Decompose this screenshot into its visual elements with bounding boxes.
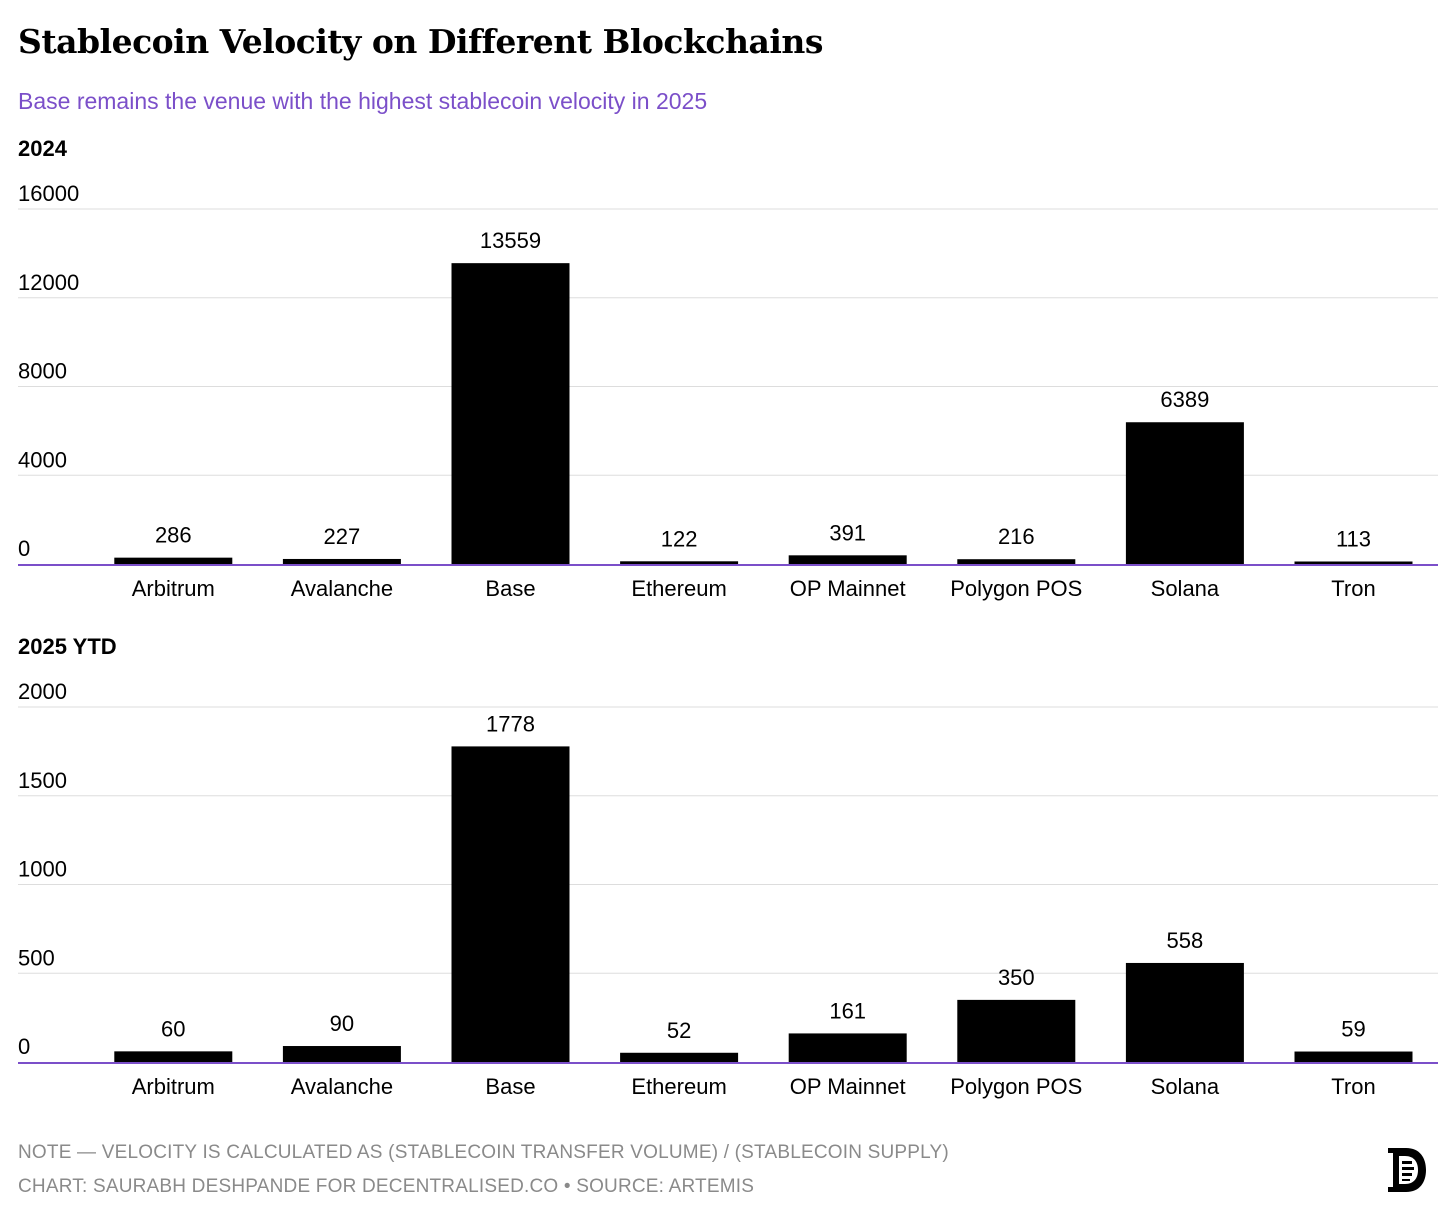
x-tick-label: Arbitrum [132,1074,215,1099]
bar [957,999,1076,1062]
y-tick-label: 1500 [18,768,67,793]
x-tick-label: Arbitrum [132,576,215,601]
y-tick-label: 4000 [18,447,67,472]
bar [1294,1051,1413,1062]
x-tick-label: Ethereum [631,1074,726,1099]
y-tick-label: 0 [18,1034,30,1059]
x-tick-label: OP Mainnet [790,1074,906,1099]
bar [620,561,739,564]
bar-chart-2024: 0 4000 8000 12000 16000 286 Arbitrum 227 Avalanc… [18,181,1438,601]
bar [957,559,1076,564]
panel-title-2024: 2024 [18,136,67,161]
y-tick-label: 2000 [18,679,67,704]
x-tick-label: Ethereum [631,576,726,601]
bar [788,1033,907,1062]
x-tick-label: Base [485,576,535,601]
x-tick-label: Polygon POS [950,576,1082,601]
chart-title: Stablecoin Velocity on Different Blockch… [18,22,823,61]
data-label: 286 [155,523,192,548]
decentralised-co-logo-icon [1388,1148,1426,1192]
bar [1125,962,1244,1062]
bar [1294,561,1413,564]
bar [114,557,233,564]
bar [451,263,570,564]
data-label: 558 [1167,928,1204,953]
x-tick-label: Avalanche [291,1074,393,1099]
x-tick-label: Polygon POS [950,1074,1082,1099]
data-label: 113 [1336,526,1371,551]
bar [788,555,907,564]
x-tick-label: Tron [1331,576,1375,601]
bar [620,1052,739,1062]
footer-note: NOTE — VELOCITY IS CALCULATED AS (STABLE… [18,1142,949,1163]
data-label: 161 [829,998,866,1023]
y-tick-label: 0 [18,536,30,561]
x-tick-label: OP Mainnet [790,576,906,601]
bar [1125,422,1244,564]
x-tick-label: Base [485,1074,535,1099]
bar-chart-2025-ytd: 0 500 1000 1500 2000 60 Arbitrum 90 Avalanche 177… [18,679,1438,1099]
data-label: 227 [324,524,361,549]
bar [114,1051,233,1062]
x-tick-label: Tron [1331,1074,1375,1099]
data-label: 122 [661,526,698,551]
chart-subtitle: Base remains the venue with the highest … [18,88,708,114]
data-label: 216 [998,524,1035,549]
y-tick-label: 16000 [18,181,79,206]
data-label: 350 [998,965,1035,990]
data-label: 52 [667,1018,691,1043]
panel-title-2025-ytd: 2025 YTD [18,634,117,659]
data-label: 13559 [480,228,541,253]
x-tick-label: Solana [1151,1074,1220,1099]
footer-credit: CHART: SAURABH DESHPANDE FOR DECENTRALIS… [18,1176,755,1197]
y-tick-label: 8000 [18,359,67,384]
bar [282,1046,401,1062]
data-label: 60 [161,1016,185,1041]
data-label: 6389 [1160,387,1209,412]
y-tick-label: 500 [18,945,55,970]
data-label: 391 [829,520,866,545]
x-tick-label: Avalanche [291,576,393,601]
data-label: 1778 [486,711,535,736]
bar [451,746,570,1062]
x-tick-label: Solana [1151,576,1220,601]
bar [282,558,401,564]
y-tick-label: 12000 [18,270,79,295]
data-label: 90 [330,1011,354,1036]
data-label: 59 [1341,1017,1365,1042]
y-tick-label: 1000 [18,857,67,882]
